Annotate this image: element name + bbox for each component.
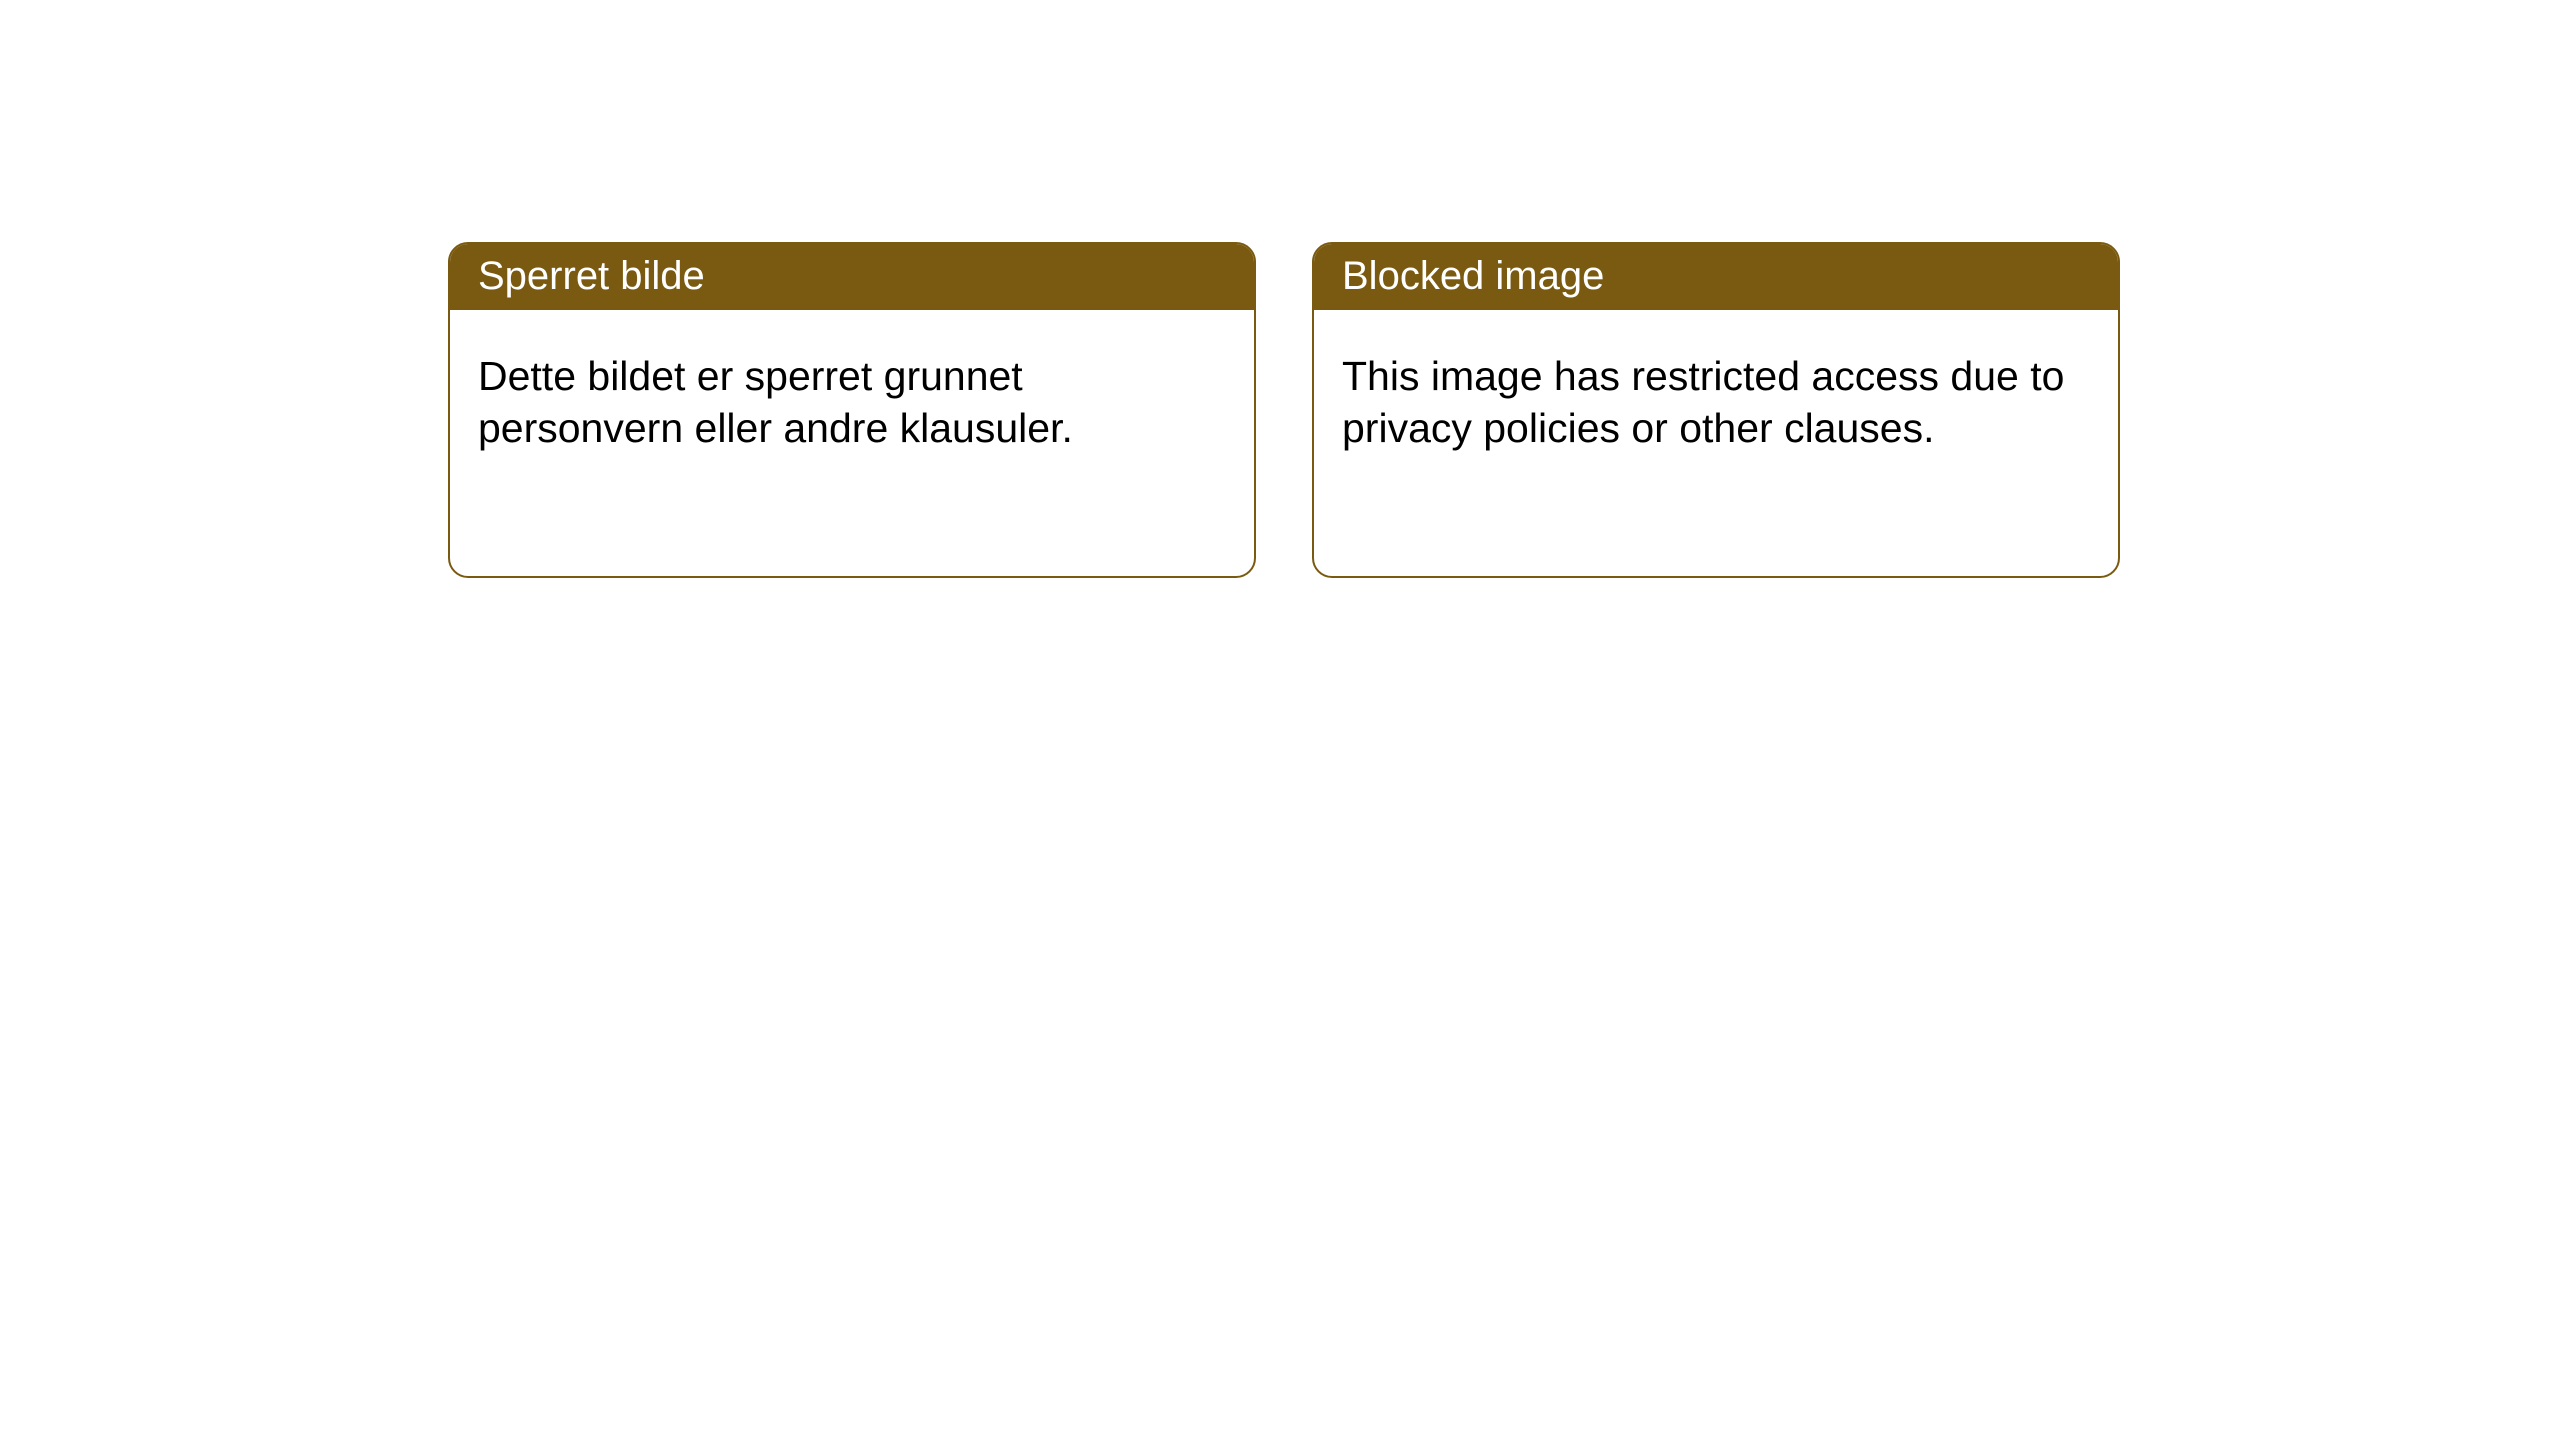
notice-card-norwegian: Sperret bilde Dette bildet er sperret gr… [448,242,1256,578]
notice-card-english: Blocked image This image has restricted … [1312,242,2120,578]
card-title: Blocked image [1342,254,1604,298]
card-body: This image has restricted access due to … [1314,310,2118,483]
card-header: Blocked image [1314,244,2118,310]
card-title: Sperret bilde [478,254,705,298]
card-header: Sperret bilde [450,244,1254,310]
card-body: Dette bildet er sperret grunnet personve… [450,310,1254,483]
card-message: This image has restricted access due to … [1342,353,2064,451]
notice-cards-container: Sperret bilde Dette bildet er sperret gr… [0,0,2560,578]
card-message: Dette bildet er sperret grunnet personve… [478,353,1073,451]
